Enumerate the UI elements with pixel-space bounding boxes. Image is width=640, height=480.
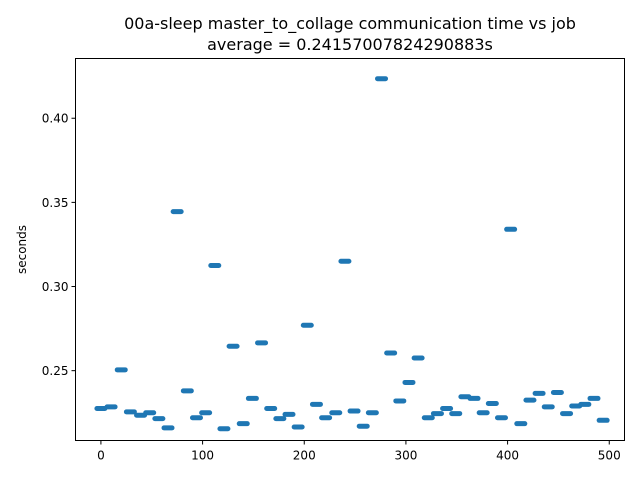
- data-point: [596, 417, 610, 423]
- data-points: [94, 76, 610, 432]
- y-axis-ticks: 0.25 0.30 0.35 0.40: [42, 112, 76, 378]
- x-axis-ticks: 0 100 200 300 400 500: [97, 440, 621, 463]
- data-point: [411, 355, 425, 361]
- data-point: [393, 398, 407, 404]
- data-point: [217, 426, 231, 432]
- data-point: [291, 424, 305, 430]
- x-tick-label: 0: [97, 449, 105, 463]
- data-point: [300, 322, 314, 328]
- data-point: [199, 410, 213, 416]
- data-point: [319, 415, 333, 421]
- y-axis-label: seconds: [15, 225, 29, 274]
- data-point: [347, 408, 361, 414]
- y-tick-label: 0.30: [42, 280, 69, 294]
- data-point: [384, 350, 398, 356]
- data-point: [189, 415, 203, 421]
- plot-area-frame: [75, 58, 625, 441]
- data-point: [402, 379, 416, 385]
- data-point: [338, 258, 352, 264]
- data-point: [309, 401, 323, 407]
- data-point: [123, 409, 137, 415]
- data-point: [273, 416, 287, 422]
- data-point: [514, 421, 528, 427]
- data-point: [504, 226, 518, 232]
- data-point: [161, 425, 175, 431]
- data-point: [264, 406, 278, 412]
- data-point: [578, 401, 592, 407]
- data-point: [208, 262, 222, 268]
- data-point: [104, 404, 118, 410]
- data-point: [236, 421, 250, 427]
- chart-subtitle: average = 0.24157007824290883s: [207, 35, 493, 54]
- data-point: [375, 76, 389, 82]
- data-point: [494, 415, 508, 421]
- data-point: [587, 395, 601, 401]
- x-tick-label: 100: [191, 449, 214, 463]
- x-tick-label: 200: [293, 449, 316, 463]
- data-point: [94, 406, 108, 412]
- data-point: [329, 410, 343, 416]
- data-point: [476, 410, 490, 416]
- data-point: [170, 209, 184, 215]
- data-point: [541, 404, 555, 410]
- data-point: [523, 397, 537, 403]
- data-point: [152, 416, 166, 422]
- y-tick-label: 0.40: [42, 112, 69, 126]
- chart-title: 00a-sleep master_to_collage communicatio…: [124, 14, 576, 34]
- data-point: [143, 410, 157, 416]
- data-point: [282, 411, 296, 417]
- data-point: [255, 340, 269, 346]
- data-point: [440, 406, 454, 412]
- data-point: [485, 400, 499, 406]
- data-point: [550, 390, 564, 396]
- data-point: [449, 411, 463, 417]
- data-point: [180, 388, 194, 394]
- data-point: [532, 390, 546, 396]
- data-point: [467, 395, 481, 401]
- x-tick-label: 500: [598, 449, 621, 463]
- data-point: [365, 410, 379, 416]
- data-point: [560, 411, 574, 417]
- data-point: [356, 423, 370, 429]
- data-point: [421, 415, 435, 421]
- x-tick-label: 300: [394, 449, 417, 463]
- data-point: [226, 343, 240, 349]
- data-point: [245, 395, 259, 401]
- x-tick-label: 400: [496, 449, 519, 463]
- data-point: [114, 367, 128, 373]
- data-point: [430, 411, 444, 417]
- y-tick-label: 0.25: [42, 364, 69, 378]
- y-tick-label: 0.35: [42, 196, 69, 210]
